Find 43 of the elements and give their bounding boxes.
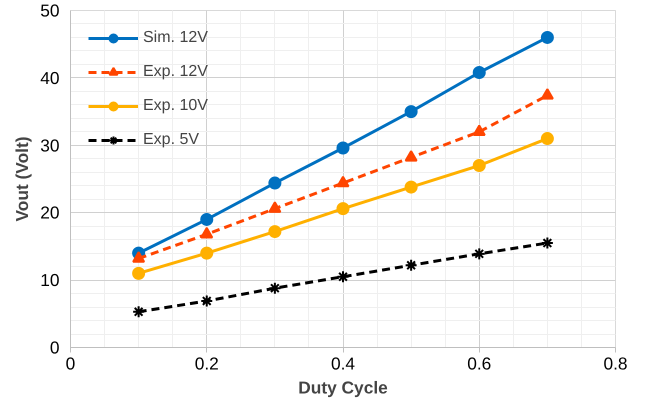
point — [132, 266, 146, 280]
x-tick-label: 0.6 — [467, 354, 492, 374]
point — [540, 132, 554, 146]
point — [268, 225, 282, 238]
point — [200, 246, 214, 260]
x-tick-label: 0.4 — [330, 354, 356, 374]
legend-label: Exp. 5V — [143, 131, 200, 149]
y-tick-label: 30 — [40, 135, 60, 156]
point — [472, 159, 486, 172]
y-tick-label: 0 — [50, 338, 60, 358]
point — [268, 201, 282, 213]
point — [200, 212, 214, 226]
x-axis-title: Duty Cycle — [298, 378, 388, 398]
point — [268, 282, 282, 295]
point — [472, 66, 486, 79]
y-axis-title: Vout (Volt) — [12, 136, 32, 222]
point — [404, 180, 418, 194]
point — [404, 150, 418, 162]
point — [336, 202, 350, 216]
point — [404, 258, 418, 272]
x-tick-label: 0 — [66, 354, 76, 374]
y-tick-label: 10 — [40, 270, 60, 290]
point — [336, 142, 350, 154]
legend-label: Exp. 12V — [143, 63, 208, 81]
point — [132, 305, 146, 318]
point — [540, 88, 554, 100]
point — [540, 236, 554, 250]
point — [132, 251, 146, 263]
point — [472, 247, 486, 260]
y-tick-label: 50 — [40, 0, 60, 20]
y-tick-label: 40 — [40, 68, 60, 88]
point — [336, 270, 350, 284]
point — [540, 30, 554, 44]
legend-label: Exp. 10V — [143, 97, 208, 115]
point — [336, 176, 350, 188]
point — [472, 124, 486, 136]
point — [404, 105, 418, 118]
point — [268, 176, 282, 190]
x-tick-label: 0.2 — [194, 354, 219, 374]
y-tick-label: 20 — [40, 202, 60, 223]
x-tick-label: 0.8 — [603, 354, 628, 374]
legend-label: Sim. 12V — [143, 29, 208, 47]
point — [200, 294, 214, 308]
